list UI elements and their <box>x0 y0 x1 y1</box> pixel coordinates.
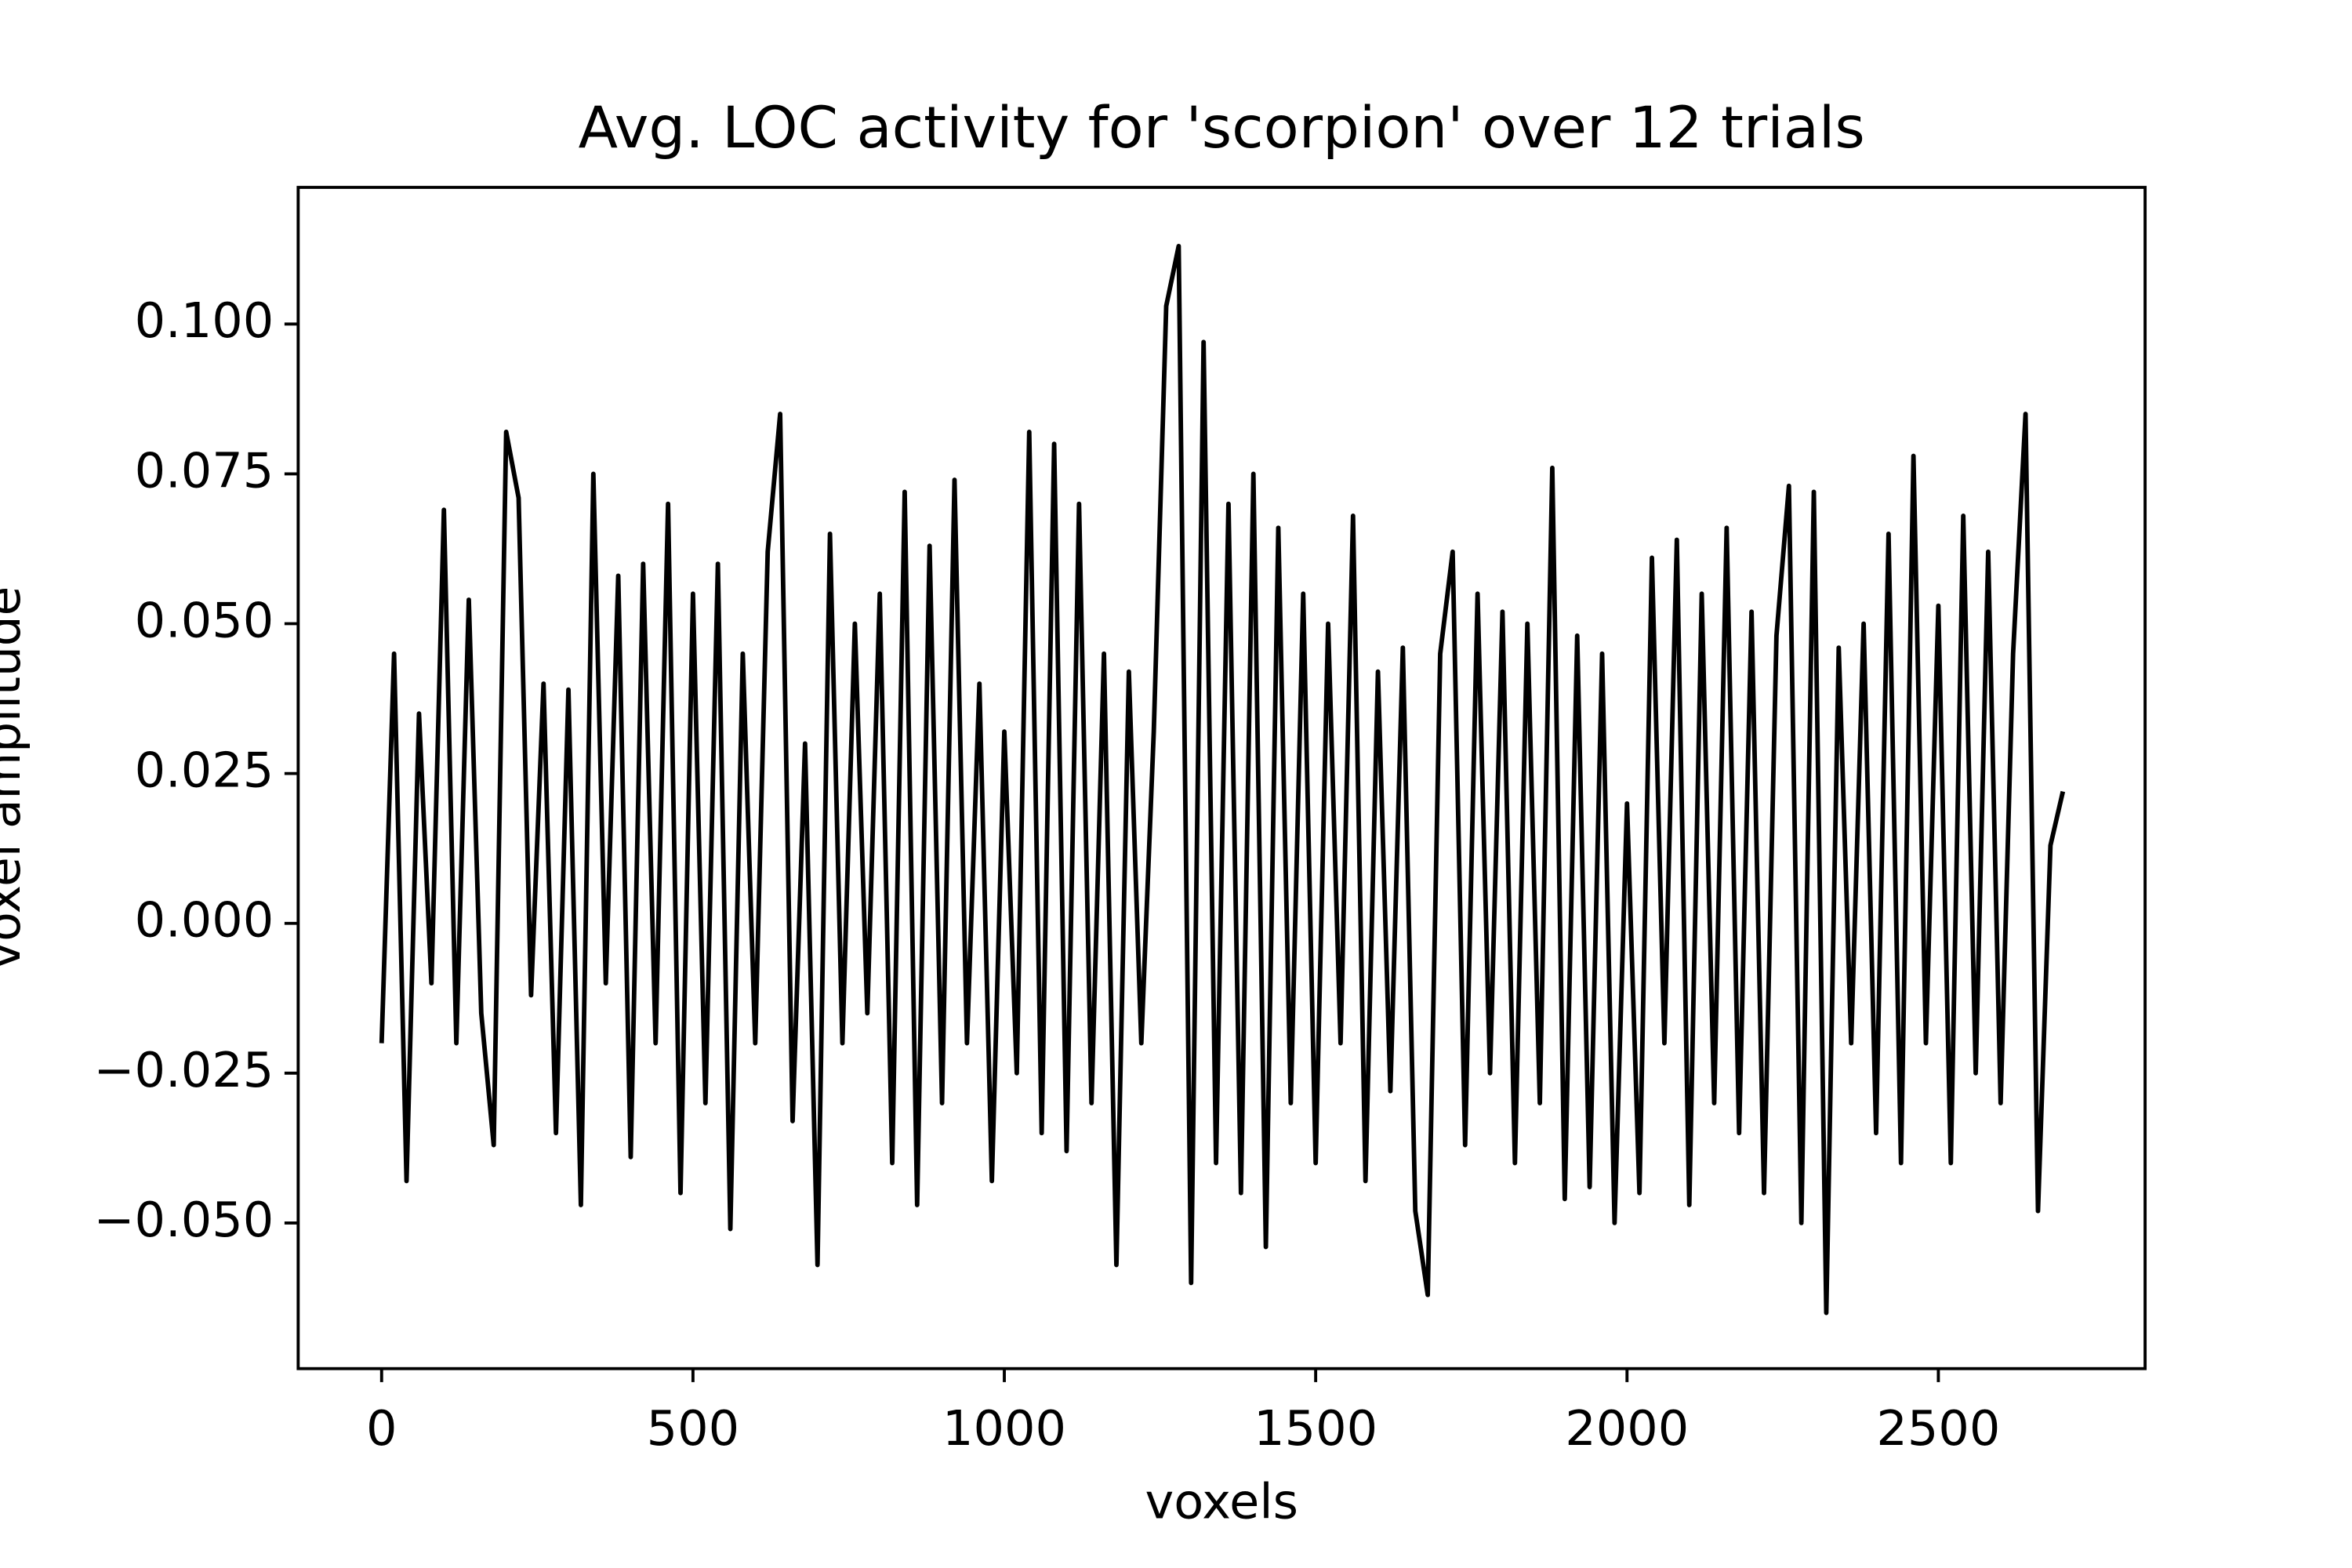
y-tick-label: 0.050 <box>135 593 274 648</box>
x-tick-label: 1000 <box>942 1400 1066 1456</box>
x-tick-label: 500 <box>647 1400 739 1456</box>
x-tick-label: 0 <box>366 1400 397 1456</box>
y-tick-label: 0.000 <box>135 892 274 948</box>
x-tick-label: 2000 <box>1565 1400 1689 1456</box>
y-tick-label: 0.025 <box>135 742 274 798</box>
x-tick-label: 1500 <box>1254 1400 1377 1456</box>
x-tick-label: 2500 <box>1876 1400 2000 1456</box>
y-axis-label: voxel amplitude <box>0 586 31 970</box>
y-tick-label: 0.100 <box>135 293 274 349</box>
chart-title: Avg. LOC activity for 'scorpion' over 12… <box>579 96 1865 162</box>
y-tick-label: −0.050 <box>94 1192 274 1247</box>
x-axis-label: voxels <box>1145 1474 1298 1530</box>
y-tick-label: 0.075 <box>135 443 274 499</box>
y-tick-label: −0.025 <box>94 1042 274 1098</box>
plot-frame <box>296 186 2147 1370</box>
data-line <box>379 244 2066 1316</box>
